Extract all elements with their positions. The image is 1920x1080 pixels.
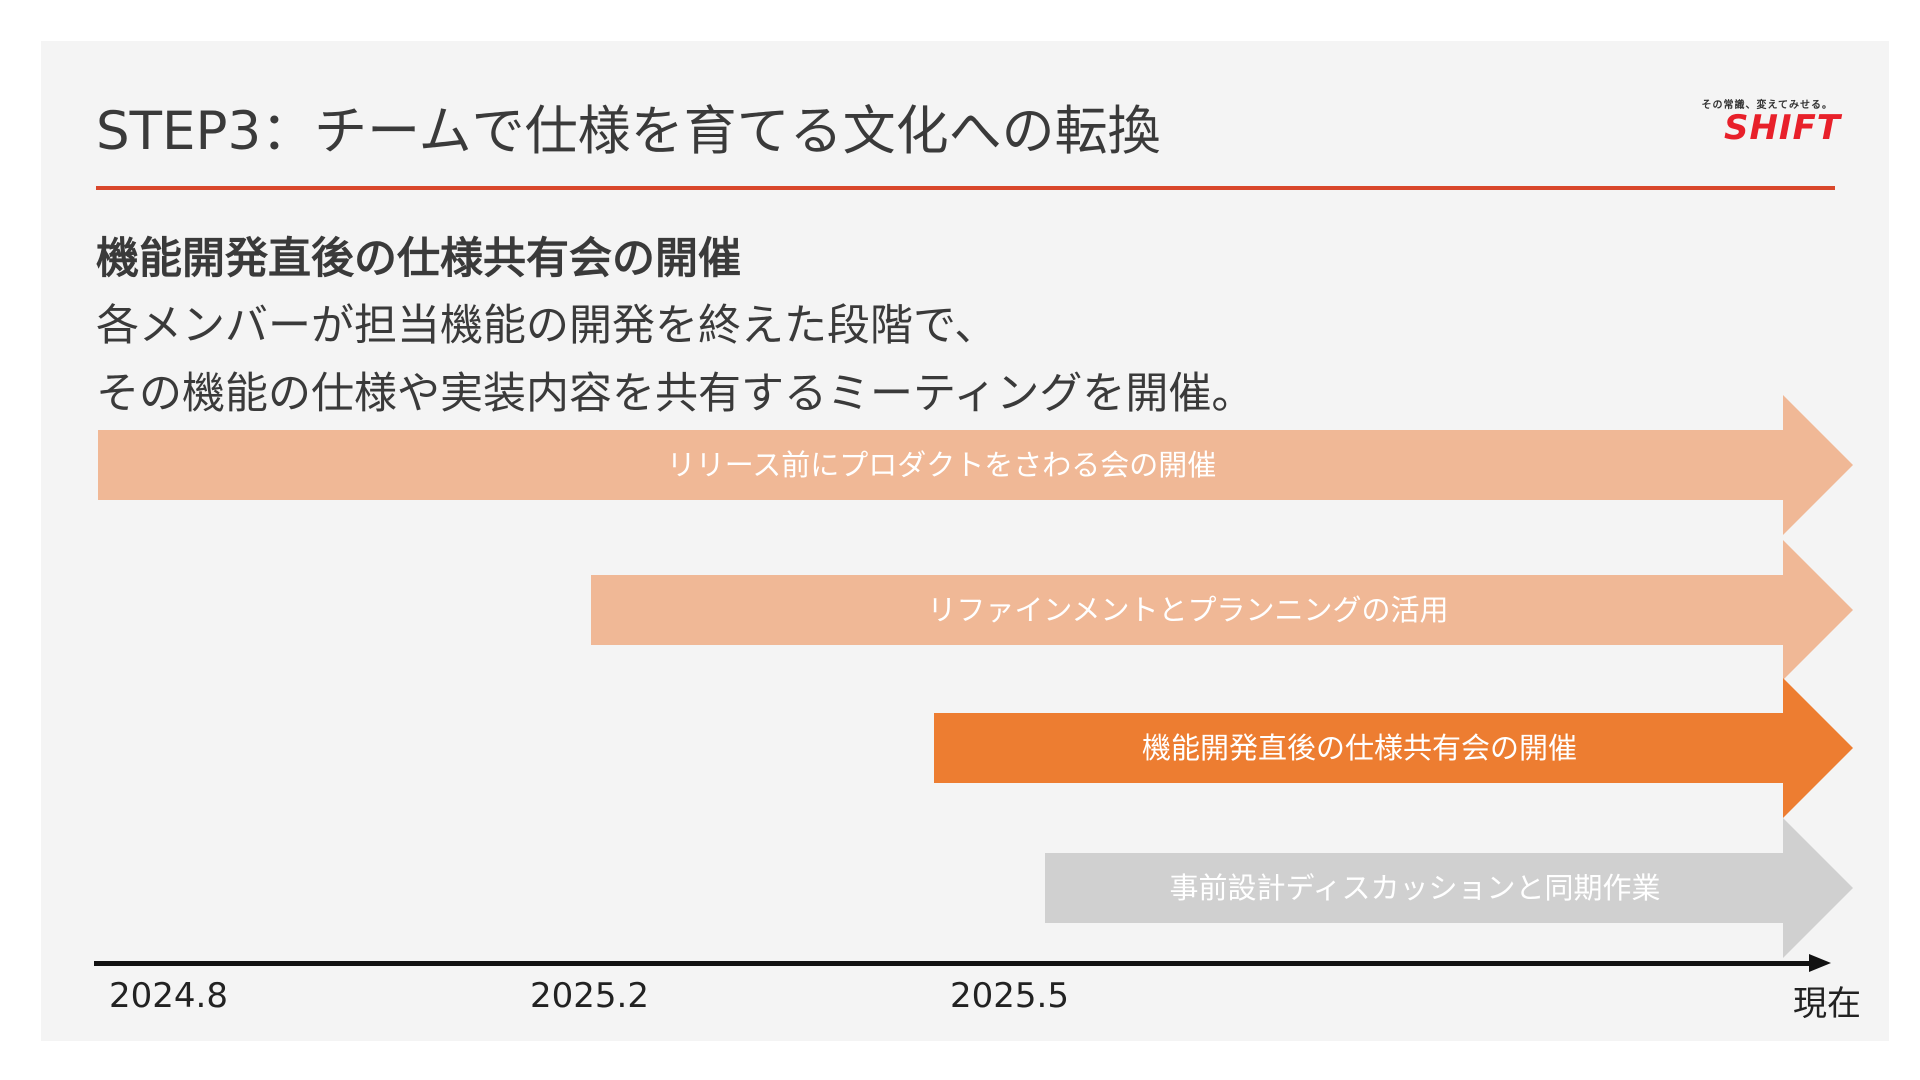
shift-logo: その常識、変えてみせる。 SHIFT [1681, 96, 1841, 156]
arrow-shaft [98, 430, 1785, 500]
arrow-shaft [934, 713, 1785, 783]
arrow-shaft [1045, 853, 1785, 923]
timeline-arrow-2: リファインメントとプランニングの活用 [591, 540, 1853, 680]
description-line-1: 各メンバーが担当機能の開発を終えた段階で、 [96, 301, 998, 351]
arrow-head [1783, 395, 1853, 535]
logo-wordmark: SHIFT [1723, 108, 1841, 148]
description-line-2: その機能の仕様や実装内容を共有するミーティングを開催。 [96, 369, 1255, 419]
tick-label-2025-2: 2025.2 [530, 976, 649, 1016]
tick-label-now: 現在 [1793, 984, 1861, 1024]
arrow-shaft [591, 575, 1785, 645]
timeline-axis [94, 961, 1812, 966]
section-heading: 機能開発直後の仕様共有会の開催 [96, 234, 741, 284]
arrow-head [1783, 678, 1853, 818]
logo-tagline: その常識、変えてみせる。 [1701, 100, 1833, 111]
arrow-label: リファインメントとプランニングの活用 [927, 593, 1449, 627]
tick-label-2025-5: 2025.5 [950, 976, 1069, 1016]
arrow-head [1783, 540, 1853, 680]
page-title: STEP3：チームで仕様を育てる文化への転換 [96, 101, 1161, 162]
arrow-head [1783, 818, 1853, 958]
tick-label-2024-8: 2024.8 [109, 976, 228, 1016]
arrow-label: リリース前にプロダクトをさわる会の開催 [666, 448, 1217, 482]
timeline-arrow-4: 事前設計ディスカッションと同期作業 [1045, 818, 1853, 958]
arrow-label: 事前設計ディスカッションと同期作業 [1169, 871, 1661, 905]
title-divider [96, 186, 1835, 190]
slide: STEP3：チームで仕様を育てる文化への転換 その常識、変えてみせる。 SHIF… [41, 41, 1889, 1041]
timeline-arrow-head [1809, 954, 1831, 972]
timeline-arrow-1: リリース前にプロダクトをさわる会の開催 [98, 395, 1853, 535]
timeline-arrow-3: 機能開発直後の仕様共有会の開催 [934, 678, 1853, 818]
arrow-label: 機能開発直後の仕様共有会の開催 [1141, 731, 1577, 765]
